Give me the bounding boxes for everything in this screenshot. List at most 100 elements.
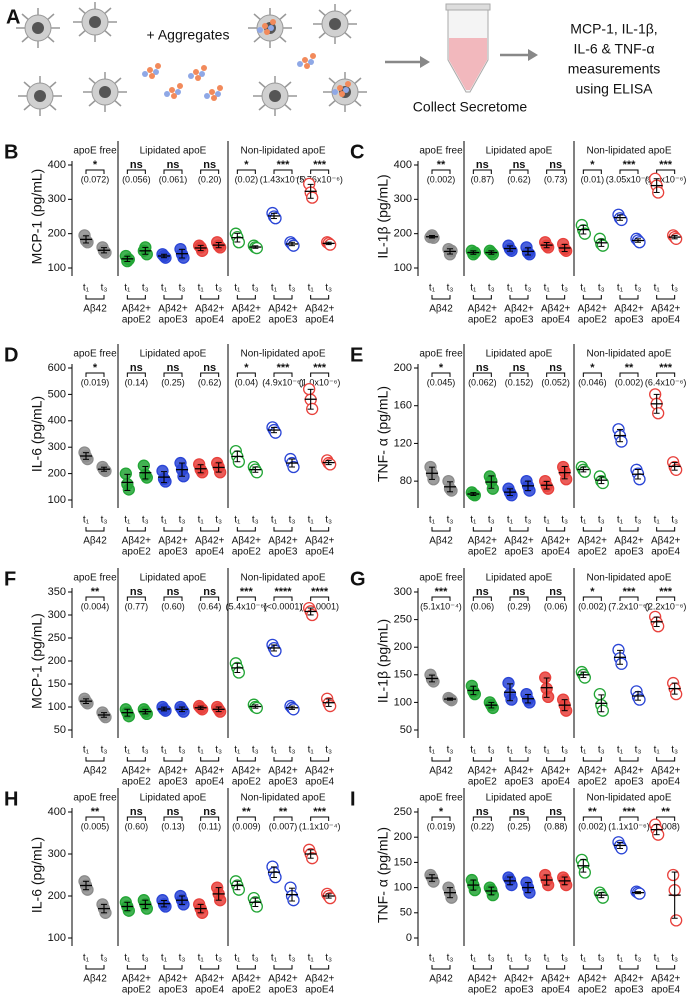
group-label: Aβ42+ [158,766,188,777]
section-title: Non-lipidated apoE [586,793,671,804]
y-tick-label: 50 [54,724,66,736]
timepoint-label: t₁ [124,283,131,294]
timepoint-label: t₁ [544,953,551,964]
y-tick-label: 100 [48,701,66,713]
group-label: apoE2 [232,985,261,996]
significance: * [439,362,444,374]
significance: ns [130,806,143,818]
data-point [560,244,573,257]
group-label: apoE2 [232,315,261,326]
y-tick-label: 200 [394,228,412,240]
sig-bracket [236,596,256,601]
significance: *** [240,586,254,598]
p-value: (3.05x10⁻⁶) [606,174,652,184]
group-label: apoE4 [305,547,334,558]
timepoint-label: t₁ [470,515,477,526]
group-bracket [163,965,183,970]
significance: ** [91,586,100,598]
group-bracket [472,965,492,970]
p-value: (0.004) [81,601,110,611]
group-label: apoE3 [269,985,298,996]
p-value: (4.9x10⁻⁶) [262,377,303,387]
y-axis-label: MCP-1 (pg/mL) [29,613,45,709]
sig-bracket [163,372,183,377]
timepoint-label: t₃ [561,745,568,756]
y-tick-label: 300 [48,193,66,205]
group-bracket [582,527,602,532]
timepoint-label: t₁ [308,283,315,294]
p-value: (0.62) [198,377,222,387]
sig-bracket [472,372,492,377]
panel-label: I [350,788,356,810]
significance: ns [549,159,562,171]
timepoint-label: t₃ [561,953,568,964]
sig-bracket [126,816,146,821]
group-bracket [85,295,105,300]
timepoint-label: t₃ [525,515,532,526]
timepoint-label: t₁ [544,745,551,756]
timepoint-label: t₁ [470,283,477,294]
group-label: Aβ42+ [541,536,571,547]
sig-bracket [472,816,492,821]
significance: ns [476,806,489,818]
group-label: Aβ42+ [504,536,534,547]
group-label: apoE3 [269,777,298,788]
p-value: (5.76x10⁻⁶) [296,174,342,184]
p-value: (1.0x10⁻⁶) [299,377,340,387]
group-bracket [619,965,639,970]
p-value: (0.13) [161,821,185,831]
timepoint-label: t₃ [142,953,149,964]
group-bracket [200,295,220,300]
timepoint-label: t₃ [671,515,678,526]
y-axis-label: MCP-1 (pg/mL) [29,169,45,265]
significance: ** [625,362,634,374]
data-point [140,471,153,484]
group-bracket [582,757,602,762]
group-label: Aβ42+ [651,536,681,547]
group-label: Aβ42+ [232,536,262,547]
y-tick-label: 250 [48,632,66,644]
significance: ** [437,159,446,171]
group-label: Aβ42+ [614,974,644,985]
section-title: apoE free [73,573,117,584]
section-title: apoE free [419,573,463,584]
timepoint-label: t₃ [561,283,568,294]
group-label: apoE4 [541,315,570,326]
y-tick-label: 400 [394,159,412,171]
group-bracket [310,757,330,762]
group-label: apoE4 [541,777,570,788]
section-title: Lipidated apoE [486,349,553,360]
group-label: apoE2 [122,547,151,558]
group-label: Aβ42+ [268,974,298,985]
timepoint-label: t₃ [488,745,495,756]
timepoint-label: t₁ [161,283,168,294]
sig-bracket [509,596,529,601]
y-tick-label: 200 [394,641,412,653]
timepoint-label: t₃ [289,745,296,756]
timepoint-label: t₁ [580,283,587,294]
sig-bracket [163,596,183,601]
significance: * [590,586,595,598]
group-label: apoE4 [651,777,680,788]
group-label: Aβ42+ [122,974,152,985]
group-bracket [200,965,220,970]
timepoint-label: t₁ [470,953,477,964]
p-value: (0.045) [427,377,456,387]
timepoint-label: t₃ [525,283,532,294]
timepoint-label: t₁ [271,745,278,756]
y-tick-label: 400 [48,806,66,818]
p-value: (0.052) [541,377,570,387]
sig-bracket [273,596,293,601]
timepoint-label: t₃ [179,515,186,526]
sig-bracket [163,169,183,174]
timepoint-label: t₁ [198,515,205,526]
timepoint-label: t₁ [198,745,205,756]
timepoint-label: t₁ [83,515,90,526]
timepoint-label: t₃ [447,745,454,756]
group-bracket [273,527,293,532]
group-bracket [619,757,639,762]
timepoint-label: t₁ [507,745,514,756]
timepoint-label: t₁ [507,515,514,526]
p-value: (0.002) [615,377,644,387]
group-bracket [163,527,183,532]
